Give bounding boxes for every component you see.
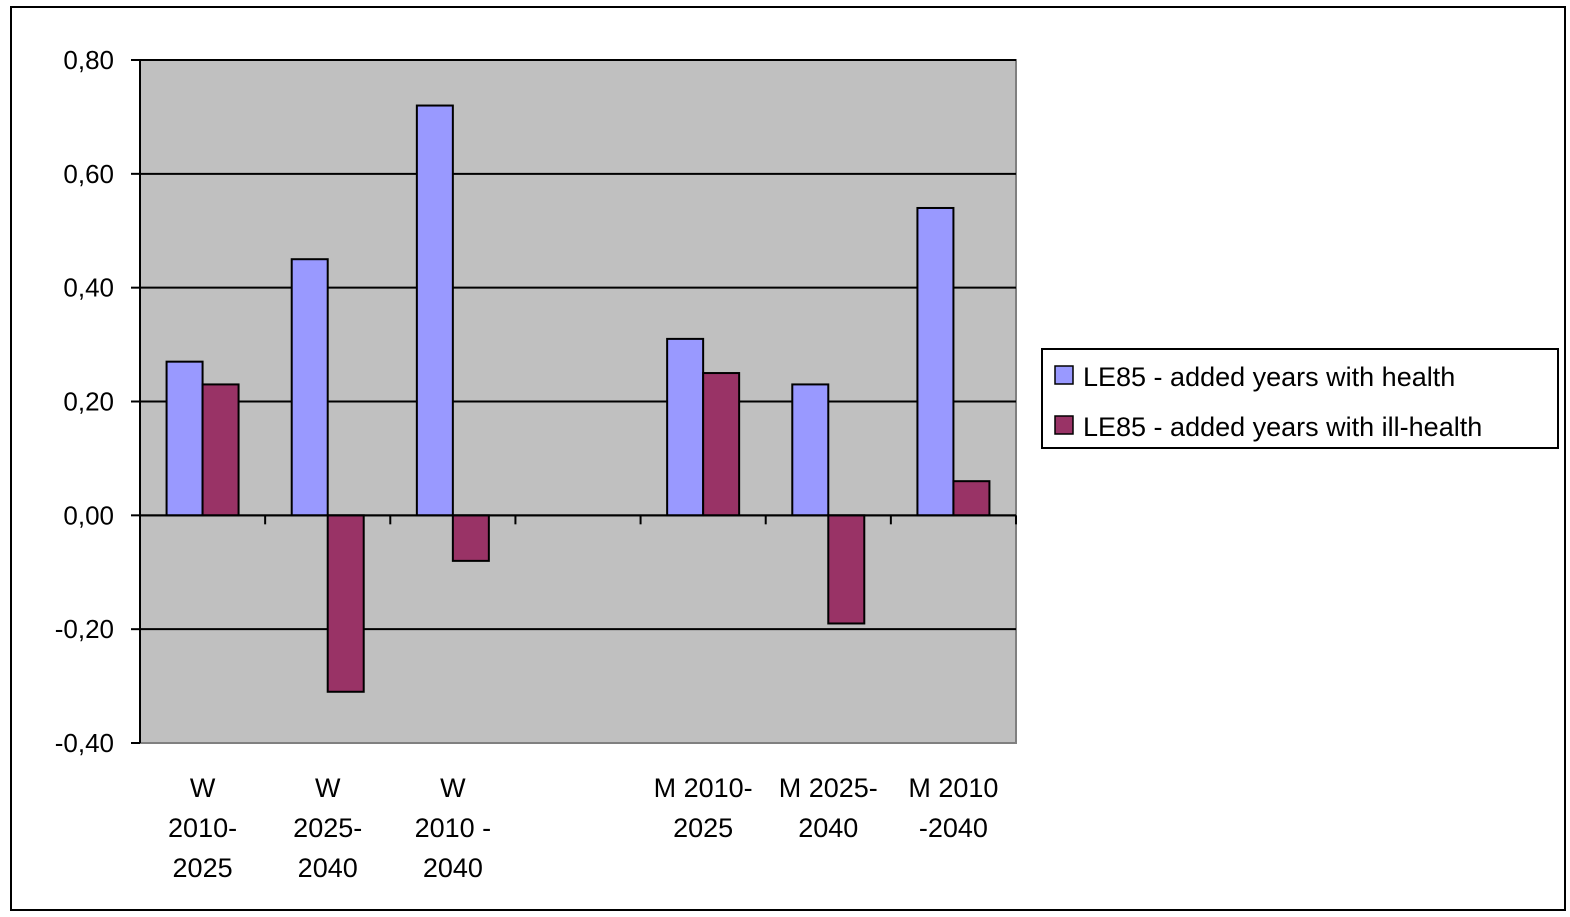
bar-health: [415, 104, 454, 517]
x-category-label: 2025: [173, 853, 233, 883]
bar-health: [916, 206, 955, 517]
legend-label-ill-health: LE85 - added years with ill-health: [1083, 412, 1482, 442]
bar-health: [290, 258, 329, 517]
bar-health: [165, 360, 204, 517]
bar-ill-health: [326, 514, 365, 693]
x-category-label: W: [190, 773, 216, 803]
x-category-label: W: [315, 773, 341, 803]
y-tick-label: 0,20: [63, 387, 114, 417]
x-category-label: M 2025-: [779, 773, 878, 803]
x-category-label: M 2010: [908, 773, 998, 803]
bars: [165, 104, 991, 693]
x-category-label: 2040: [798, 813, 858, 843]
x-category-label: -2040: [919, 813, 988, 843]
x-category-label: M 2010-: [654, 773, 753, 803]
x-category-label: 2025-: [293, 813, 362, 843]
y-tick-label: -0,20: [55, 614, 114, 644]
y-tick-label: 0,00: [63, 500, 114, 530]
y-axis-ticks: -0,40 -0,20 0,00 0,20 0,40 0,60 0,80: [55, 45, 140, 758]
y-tick-label: -0,40: [55, 728, 114, 758]
x-category-label: 2040: [298, 853, 358, 883]
legend: LE85 - added years with health LE85 - ad…: [1041, 348, 1559, 449]
bar-ill-health: [451, 514, 490, 562]
y-tick-label: 0,60: [63, 159, 114, 189]
bar-ill-health: [702, 372, 741, 517]
y-tick-label: 0,80: [63, 45, 114, 75]
bar-ill-health: [827, 514, 866, 625]
legend-box: [1041, 348, 1559, 449]
y-tick-label: 0,40: [63, 273, 114, 303]
bar-ill-health: [201, 383, 240, 517]
legend-label-health: LE85 - added years with health: [1083, 362, 1455, 392]
bar-health: [666, 337, 705, 517]
bar-ill-health: [952, 480, 991, 517]
x-category-label: 2025: [673, 813, 733, 843]
x-category-label: 2040: [423, 853, 483, 883]
legend-swatch-ill-health: [1054, 415, 1074, 435]
x-category-label: 2010-: [168, 813, 237, 843]
legend-swatch-health: [1054, 365, 1074, 385]
x-category-label: W: [440, 773, 466, 803]
bar-health: [791, 383, 830, 517]
x-category-label: 2010 -: [415, 813, 492, 843]
